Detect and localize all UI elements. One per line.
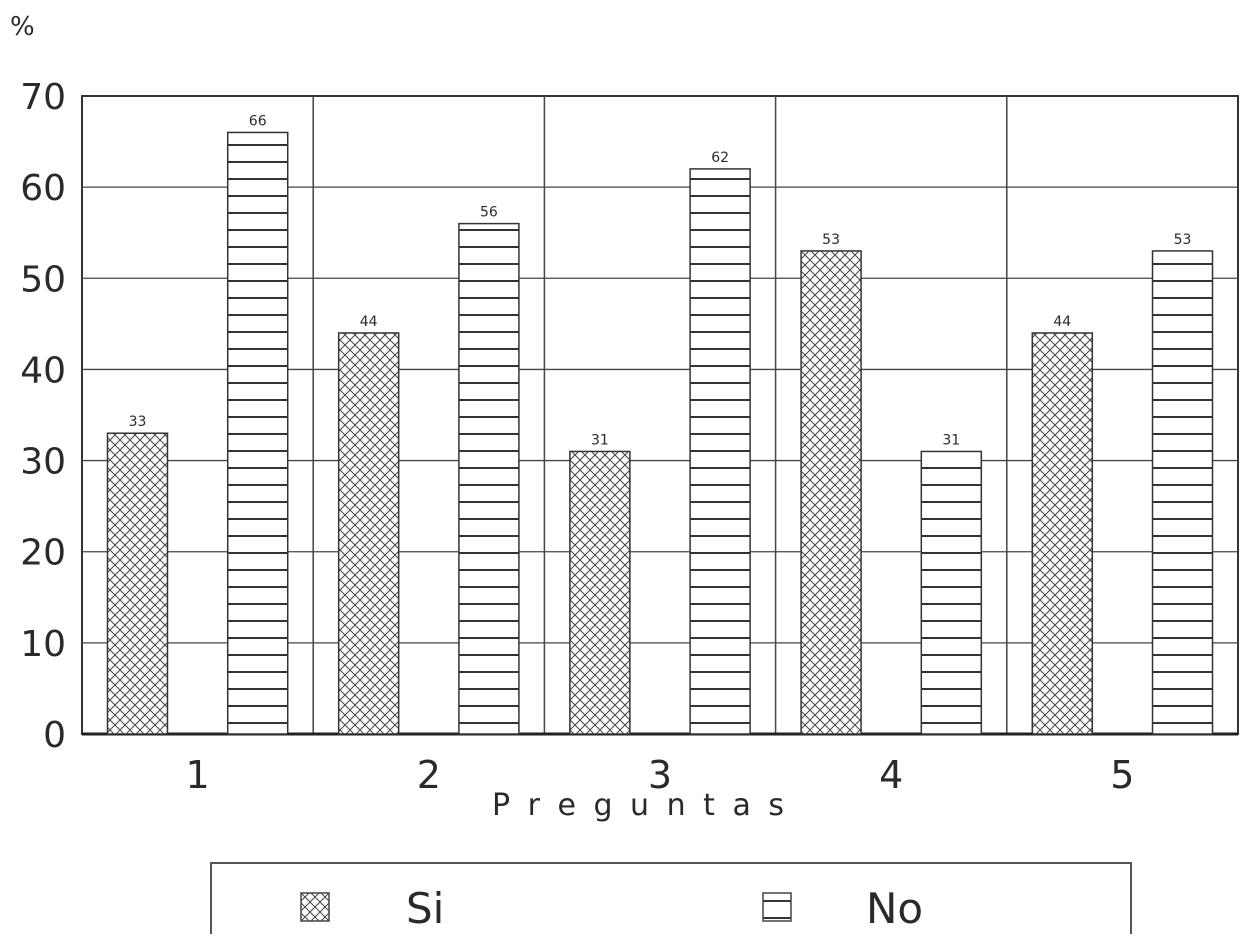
bar-si-3 (569, 450, 631, 735)
legend-swatch-si (300, 892, 330, 922)
x-axis-title: P r e g u n t a s (492, 788, 788, 823)
legend-swatch-no (762, 892, 792, 922)
x-tick-label: 5 (1110, 753, 1134, 797)
y-tick-label: 10 (20, 624, 66, 665)
legend-label-si: Si (406, 884, 445, 933)
data-label-si-4: 53 (822, 232, 840, 248)
data-label-si-1: 33 (129, 414, 147, 430)
data-label-si-5: 44 (1053, 314, 1071, 330)
y-axis-unit-label: % (10, 12, 35, 42)
y-tick-label: 50 (20, 259, 66, 300)
bar-si-5 (1031, 332, 1094, 735)
data-label-no-2: 56 (480, 205, 498, 221)
data-label-no-1: 66 (249, 113, 267, 129)
data-label-no-3: 62 (711, 150, 729, 166)
bar-no-4 (920, 450, 983, 735)
y-tick-label: 30 (20, 442, 66, 483)
bar-no-2 (458, 222, 520, 735)
bar-no-3 (689, 168, 751, 735)
data-label-si-3: 31 (591, 432, 609, 448)
x-tick-label: 4 (879, 753, 903, 797)
bar-no-1 (226, 131, 289, 735)
data-label-no-5: 53 (1174, 232, 1192, 248)
data-label-si-2: 44 (360, 314, 378, 330)
y-tick-label: 20 (20, 533, 66, 574)
y-tick-label: 60 (20, 168, 66, 209)
y-tick-label: 70 (20, 77, 66, 118)
bar-no-5 (1151, 250, 1214, 735)
data-label-no-4: 31 (942, 432, 960, 448)
x-tick-label: 2 (417, 753, 441, 797)
bar-si-2 (337, 332, 400, 735)
bar-si-1 (106, 432, 169, 735)
y-tick-label: 40 (20, 350, 66, 391)
x-tick-label: 1 (186, 753, 210, 797)
y-tick-label: 0 (43, 715, 66, 756)
legend: Si No (210, 862, 1132, 934)
bar-chart: 0 10 20 30 40 50 60 70 33 44 31 53 44 66 56 62 31 53 1 2 3 4 5… (20, 77, 1239, 823)
bar-si-4 (800, 250, 862, 735)
x-tick-label: 3 (648, 753, 672, 797)
legend-label-no: No (866, 884, 924, 933)
